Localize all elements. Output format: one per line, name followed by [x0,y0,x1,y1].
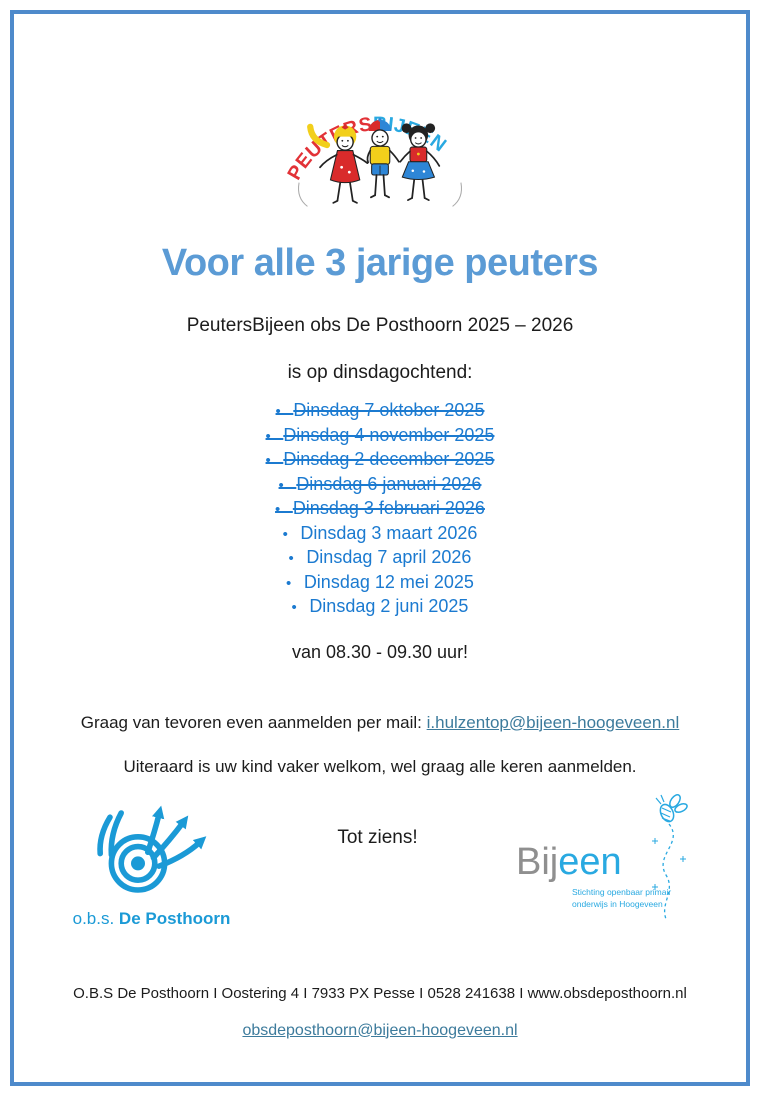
posthoorn-logo: o.b.s. De Posthoorn [64,799,239,929]
time-line: van 08.30 - 09.30 uur! [291,641,469,662]
bijeen-tagline: Stichting openbaar primair onderwijs in … [571,886,672,909]
closing-line: Tot ziens! [337,826,418,848]
signup-text: Graag van tevoren even aanmelden per mai… [80,712,427,732]
posthorn-icon [96,805,206,893]
date-item: Dinsdag 2 december 2025 [14,448,746,473]
signup-email-link[interactable]: i.hulzentop@bijeen-hoogeveen.nl [426,712,680,732]
page-title: Voor alle 3 jarige peuters [161,242,599,284]
footer-email-link[interactable]: obsdeposthoorn@bijeen-hoogeveen.nl [242,1021,518,1039]
date-item: Dinsdag 6 januari 2026 [14,473,746,498]
intro-line: is op dinsdagochtend: [287,362,473,383]
date-item: Dinsdag 3 februari 2026 [14,497,746,522]
bee-icon [651,793,688,919]
date-item: Dinsdag 4 november 2025 [14,424,746,449]
date-item: Dinsdag 7 april 2026 [14,546,746,571]
date-item: Dinsdag 3 maart 2026 [14,522,746,547]
bijeen-blue-part: een [558,840,622,883]
peutersbijeen-logo: PEUTERSBIJEEN [14,78,746,218]
posthoorn-logo-text: o.b.s. De Posthoorn [64,909,239,929]
bijeen-wordmark: Bijeen [516,841,706,884]
date-item: Dinsdag 12 mei 2025 [14,571,746,596]
date-item: Dinsdag 2 juni 2025 [14,595,746,620]
flyer-content: PEUTERSBIJEEN [14,14,746,1082]
posthoorn-name: De Posthoorn [118,908,231,928]
logo-row: o.b.s. De Posthoorn Tot ziens! [14,793,746,939]
posthoorn-prefix: o.b.s. [72,908,119,928]
peutersbijeen-logo-art: PEUTERSBIJEEN [283,113,462,207]
signup-line: Graag van tevoren even aanmelden per mai… [14,713,746,733]
logo-word-peuters: PEUTERS [283,113,373,184]
footer-email-line: obsdeposthoorn@bijeen-hoogeveen.nl [14,1022,746,1040]
date-list: Dinsdag 7 oktober 2025 Dinsdag 4 novembe… [14,399,746,620]
welcome-note: Uiteraard is uw kind vaker welkom, wel g… [123,756,637,776]
bijeen-gray-part: Bij [515,840,559,883]
date-item: Dinsdag 7 oktober 2025 [14,399,746,424]
bijeen-logo: Bijeen Stichting openbaar primair onderw… [516,793,706,919]
subtitle: PeutersBijeen obs De Posthoorn 2025 – 20… [186,315,574,336]
footer-contact-line: O.B.S De Posthoorn I Oostering 4 I 7933 … [73,984,687,1002]
children-illustration [307,118,441,204]
